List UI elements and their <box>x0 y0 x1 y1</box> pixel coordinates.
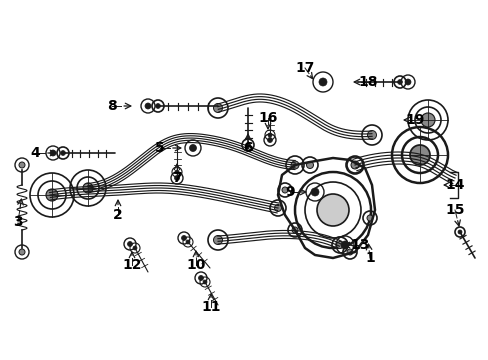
Circle shape <box>318 78 326 86</box>
Circle shape <box>367 130 376 139</box>
Circle shape <box>242 139 253 151</box>
Circle shape <box>351 162 358 168</box>
Circle shape <box>127 242 132 247</box>
Circle shape <box>50 150 56 156</box>
Circle shape <box>185 240 190 244</box>
Circle shape <box>181 235 186 240</box>
Text: 14: 14 <box>445 178 464 192</box>
Text: 11: 11 <box>201 300 220 314</box>
Circle shape <box>454 227 464 237</box>
Circle shape <box>19 249 25 255</box>
Text: 6: 6 <box>243 141 252 155</box>
Circle shape <box>290 161 298 169</box>
Circle shape <box>306 162 313 168</box>
Circle shape <box>19 162 25 168</box>
Circle shape <box>267 133 271 137</box>
Text: 15: 15 <box>445 203 464 217</box>
Text: 12: 12 <box>122 258 142 272</box>
Text: 2: 2 <box>113 208 122 222</box>
Circle shape <box>267 138 272 143</box>
Circle shape <box>200 277 209 287</box>
Text: 1: 1 <box>365 251 374 265</box>
Circle shape <box>350 161 358 169</box>
Circle shape <box>282 187 287 193</box>
Circle shape <box>130 243 140 253</box>
Circle shape <box>245 143 250 147</box>
Circle shape <box>291 227 297 233</box>
Circle shape <box>264 130 274 140</box>
Text: 10: 10 <box>186 258 205 272</box>
Circle shape <box>172 167 182 177</box>
Circle shape <box>397 80 402 84</box>
Text: 3: 3 <box>13 215 23 229</box>
Circle shape <box>393 76 405 88</box>
Circle shape <box>133 246 137 250</box>
Circle shape <box>409 145 429 165</box>
Circle shape <box>183 237 193 247</box>
Text: 7: 7 <box>172 171 182 185</box>
Circle shape <box>145 103 151 109</box>
Text: 18: 18 <box>358 75 377 89</box>
Circle shape <box>366 215 372 221</box>
Circle shape <box>174 175 179 180</box>
Circle shape <box>457 230 461 234</box>
Circle shape <box>213 104 222 112</box>
Circle shape <box>189 144 196 152</box>
Circle shape <box>198 275 203 280</box>
Circle shape <box>61 150 65 156</box>
Circle shape <box>175 170 179 174</box>
Circle shape <box>155 104 160 108</box>
Circle shape <box>310 188 318 196</box>
Text: 5: 5 <box>155 141 164 155</box>
Circle shape <box>420 113 434 127</box>
Circle shape <box>404 79 410 85</box>
Text: 16: 16 <box>258 111 277 125</box>
Circle shape <box>213 235 222 244</box>
Circle shape <box>336 242 343 248</box>
Text: 19: 19 <box>405 113 424 127</box>
Text: 8: 8 <box>107 99 117 113</box>
Text: 9: 9 <box>285 185 294 199</box>
Text: 4: 4 <box>30 146 40 160</box>
Circle shape <box>83 183 93 193</box>
Text: 13: 13 <box>349 238 369 252</box>
Circle shape <box>274 204 281 211</box>
Circle shape <box>346 249 352 255</box>
Circle shape <box>46 189 58 201</box>
Circle shape <box>340 241 348 249</box>
Circle shape <box>203 280 206 284</box>
Circle shape <box>152 100 163 112</box>
Circle shape <box>57 147 69 159</box>
Text: 17: 17 <box>295 61 314 75</box>
Circle shape <box>316 194 348 226</box>
